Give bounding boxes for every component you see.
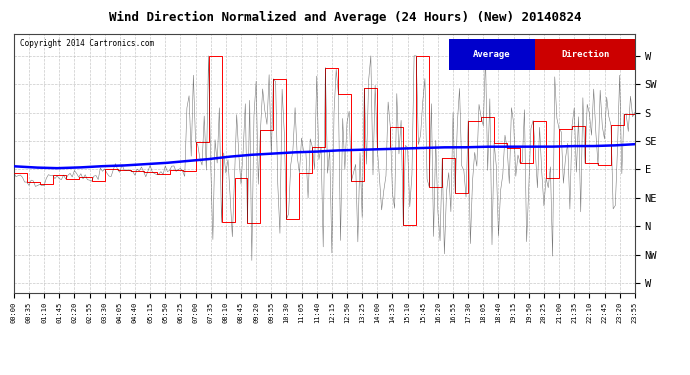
Text: Wind Direction Normalized and Average (24 Hours) (New) 20140824: Wind Direction Normalized and Average (2… — [109, 11, 581, 24]
Text: Direction: Direction — [561, 50, 609, 59]
FancyBboxPatch shape — [448, 39, 535, 70]
Text: Average: Average — [473, 50, 511, 59]
Text: Copyright 2014 Cartronics.com: Copyright 2014 Cartronics.com — [20, 39, 154, 48]
FancyBboxPatch shape — [535, 39, 635, 70]
